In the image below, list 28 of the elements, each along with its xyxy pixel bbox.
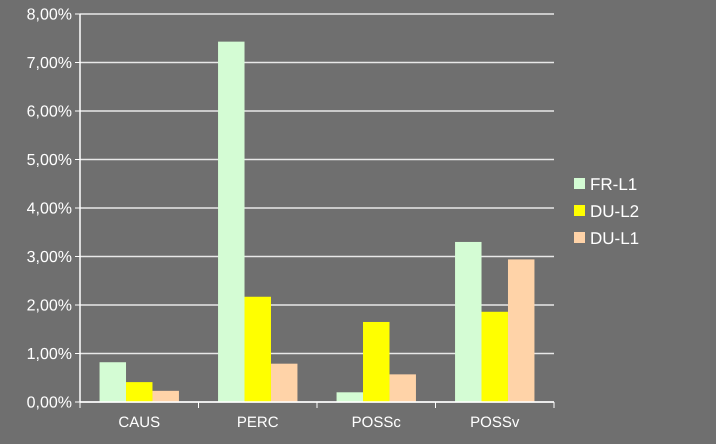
y-tick-label: 5,00% (26, 152, 72, 170)
bar (482, 312, 508, 402)
x-tick-label: CAUS (118, 414, 160, 431)
bar (126, 382, 152, 402)
legend-label: DU-L2 (590, 202, 640, 221)
y-tick-label: 6,00% (26, 104, 72, 121)
y-tick-label: 3,00% (26, 249, 72, 266)
x-tick-label: POSSc (352, 414, 402, 431)
x-tick-label: PERC (236, 414, 279, 431)
bar (218, 42, 245, 402)
bar (508, 259, 534, 402)
bar (152, 390, 179, 402)
y-tick-label: 2,00% (26, 298, 72, 315)
bar (455, 242, 482, 402)
x-tick-label: POSSv (470, 414, 520, 431)
bar (270, 364, 298, 402)
bar (100, 362, 126, 402)
bar (363, 322, 390, 402)
y-tick-label: 1,00% (26, 346, 72, 364)
bar (244, 296, 271, 402)
legend-label: FR-L1 (590, 174, 638, 194)
bar (389, 374, 416, 402)
y-tick-label: 0,00% (26, 394, 72, 412)
y-tick-label: 4,00% (26, 200, 72, 218)
y-tick-label: 8,00% (26, 6, 72, 24)
legend-label: DU-L1 (590, 228, 640, 248)
bar (336, 392, 364, 402)
y-tick-label: 7,00% (26, 55, 72, 72)
